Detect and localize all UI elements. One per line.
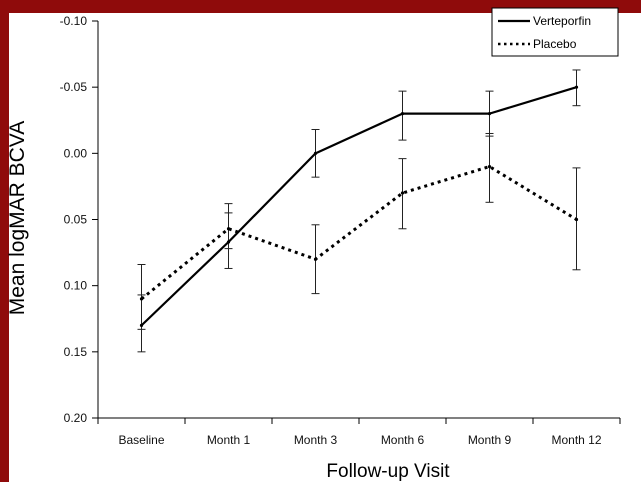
- data-point-verteporfin: [313, 151, 318, 155]
- y-tick-label: -0.10: [60, 14, 88, 28]
- series-line-verteporfin: [140, 86, 577, 327]
- y-tick-label: 0.00: [64, 146, 88, 160]
- y-tick-label: 0.05: [64, 213, 88, 227]
- x-tick-label: Month 9: [468, 433, 512, 447]
- x-tick-label: Month 12: [551, 433, 601, 447]
- x-tick-label: Month 1: [207, 433, 251, 447]
- error-bar-placebo: [137, 263, 146, 330]
- y-tick-label: 0.20: [64, 411, 88, 425]
- axes: [97, 21, 620, 419]
- data-point-placebo: [400, 191, 405, 195]
- y-ticks: -0.10 -0.05 0.00 0.05 0.10 0.15 0.20: [60, 14, 98, 425]
- y-tick-label: -0.05: [60, 80, 88, 94]
- legend-label-verteporfin: Verteporfin: [533, 14, 591, 28]
- x-tick-label: Baseline: [118, 433, 164, 447]
- series-line-placebo: [140, 165, 578, 301]
- data-point-verteporfin: [487, 112, 492, 116]
- series-lines: [139, 85, 579, 327]
- data-point-placebo: [226, 227, 231, 231]
- error-bar-verteporfin: [398, 90, 407, 141]
- x-axis-title: Follow-up Visit: [326, 461, 450, 482]
- x-tick-label: Month 3: [294, 433, 338, 447]
- data-point-placebo: [313, 257, 318, 261]
- legend: Verteporfin Placebo: [491, 7, 619, 57]
- legend-label-placebo: Placebo: [533, 37, 577, 51]
- data-point-verteporfin: [574, 85, 579, 89]
- chart-background: [9, 13, 641, 482]
- data-point-verteporfin: [139, 323, 144, 327]
- data-point-placebo: [139, 297, 144, 301]
- y-tick-label: 0.10: [64, 279, 88, 293]
- data-point-verteporfin: [400, 112, 405, 116]
- x-ticks: Baseline Month 1 Month 3 Month 6 Month 9 Mont…: [97, 418, 621, 447]
- data-point-verteporfin: [226, 240, 231, 244]
- x-tick-label: Month 6: [381, 433, 425, 447]
- legend-box: [491, 7, 619, 57]
- y-tick-label: 0.15: [64, 345, 88, 359]
- y-axis-title: Mean logMAR BCVA: [6, 121, 29, 316]
- error-bars: [137, 69, 581, 353]
- data-point-placebo: [487, 164, 492, 169]
- data-point-placebo: [574, 217, 579, 222]
